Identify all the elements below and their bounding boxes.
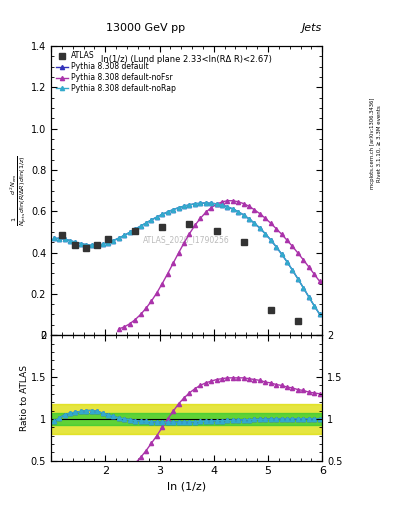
Legend: ATLAS, Pythia 8.308 default, Pythia 8.308 default-noFsr, Pythia 8.308 default-no: ATLAS, Pythia 8.308 default, Pythia 8.30…: [55, 50, 177, 95]
Text: mcplots.cern.ch [arXiv:1306.3436]: mcplots.cern.ch [arXiv:1306.3436]: [370, 98, 375, 189]
X-axis label: ln (1/z): ln (1/z): [167, 481, 206, 491]
Text: ATLAS_2020_I1790256: ATLAS_2020_I1790256: [143, 235, 230, 244]
Text: Rivet 3.1.10, ≥ 3.3M events: Rivet 3.1.10, ≥ 3.3M events: [377, 105, 382, 182]
Y-axis label: Ratio to ATLAS: Ratio to ATLAS: [20, 365, 29, 431]
Text: ln(1/z) (Lund plane 2.33<ln(RΔ R)<2.67): ln(1/z) (Lund plane 2.33<ln(RΔ R)<2.67): [101, 55, 272, 64]
Text: 13000 GeV pp: 13000 GeV pp: [107, 23, 185, 33]
Text: Jets: Jets: [302, 23, 322, 33]
Y-axis label: $\frac{1}{N_\mathrm{jets}}\frac{d^2 N_\mathrm{em}}{d\ln(R/\Delta R)\,d\ln(1/z)}$: $\frac{1}{N_\mathrm{jets}}\frac{d^2 N_\m…: [9, 155, 29, 226]
